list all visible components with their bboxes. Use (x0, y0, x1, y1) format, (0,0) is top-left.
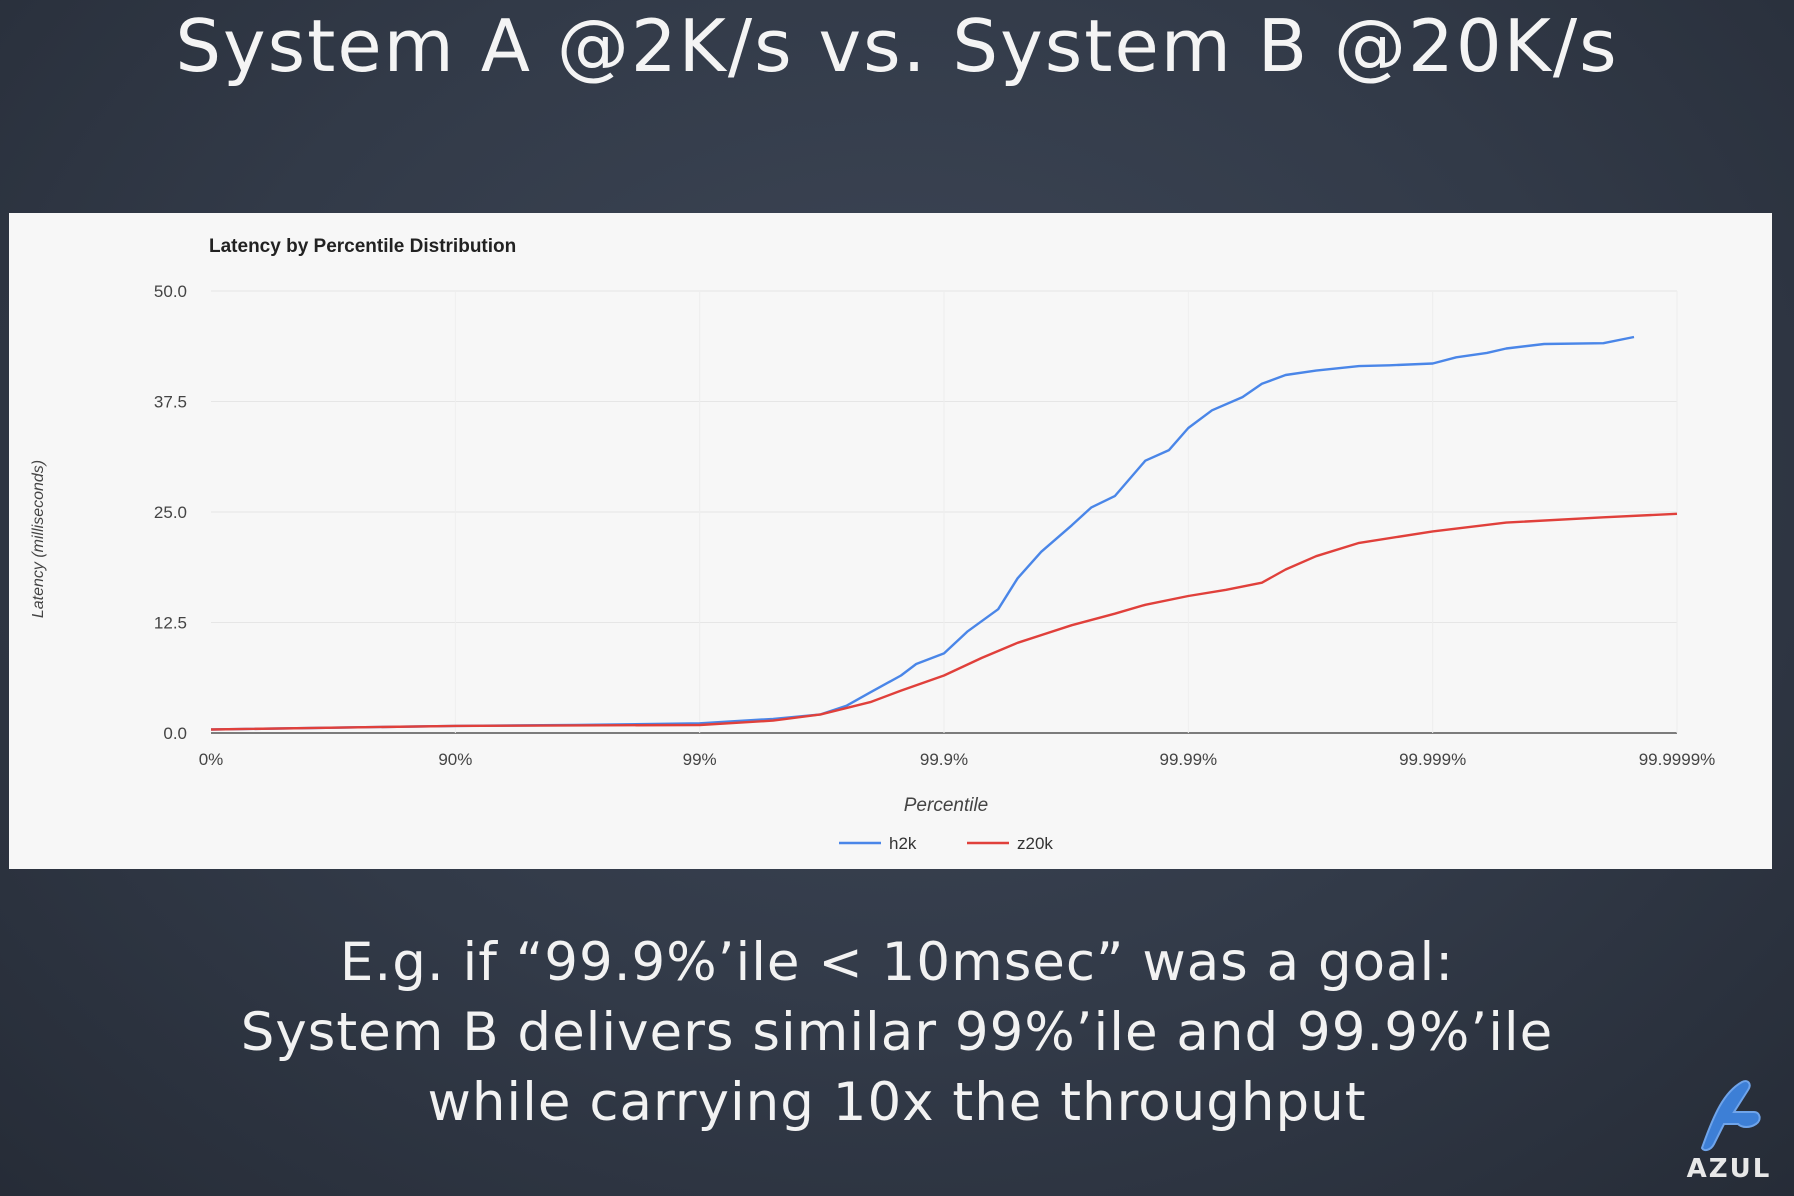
series-lines (210, 335, 1678, 731)
x-tick-label: 99.99% (1159, 750, 1217, 769)
x-tick-label: 99.9999% (1639, 750, 1716, 769)
latency-chart: Latency by Percentile Distribution 0.0 12… (30, 236, 1715, 853)
azul-logo-icon (1700, 1080, 1761, 1152)
legend: h2k z20k (839, 834, 1053, 853)
azul-logo: AZUL (1684, 1074, 1774, 1184)
x-tick-label: 90% (438, 750, 472, 769)
legend-label-z20k: z20k (1017, 834, 1053, 853)
caption-line: System B delivers similar 99%’ile and 99… (240, 1002, 1554, 1063)
legend-label-h2k: h2k (889, 834, 917, 853)
y-tick-label: 50.0 (154, 282, 187, 301)
caption-line: while carrying 10x the throughput (427, 1072, 1367, 1133)
logo-text: AZUL (1686, 1154, 1772, 1184)
grid-lines (211, 290, 1678, 734)
chart-panel: Latency by Percentile Distribution 0.0 12… (9, 213, 1772, 869)
chart-title: Latency by Percentile Distribution (209, 236, 516, 257)
x-tick-label: 0% (199, 750, 224, 769)
y-tick-label: 0.0 (163, 724, 187, 743)
series-line-h2k (210, 335, 1635, 731)
y-tick-label: 25.0 (154, 503, 187, 522)
x-tick-label: 99.999% (1399, 750, 1466, 769)
x-tick-label: 99.9% (920, 750, 968, 769)
series-line-z20k (210, 512, 1678, 731)
y-axis-label: Latency (milliseconds) (30, 460, 47, 618)
slide-title: System A @2K/s vs. System B @20K/s (175, 4, 1619, 88)
y-tick-label: 37.5 (154, 393, 187, 412)
slide-caption: E.g. if “99.9%’ile < 10msec” was a goal:… (0, 928, 1794, 1138)
x-axis-label: Percentile (904, 795, 989, 816)
x-tick-label: 99% (683, 750, 717, 769)
y-tick-label: 12.5 (154, 614, 187, 633)
caption-line: E.g. if “99.9%’ile < 10msec” was a goal: (339, 932, 1455, 993)
tick-labels: 0.0 12.5 25.0 37.5 50.0 0% 90% 99% 99.9% 99.99% 99… (154, 282, 1715, 769)
